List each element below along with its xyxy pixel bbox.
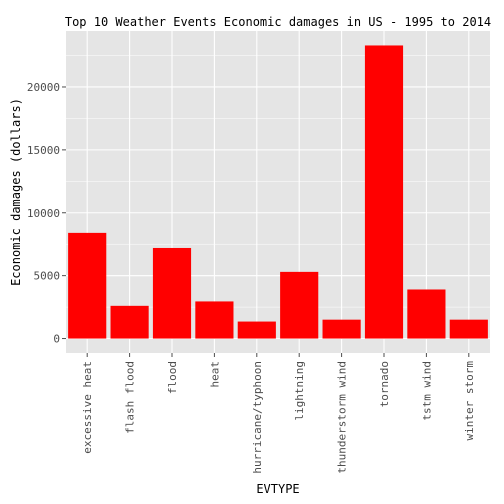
x-tick-label: lightning [293,361,306,421]
x-tick-label: tstm wind [420,361,433,421]
bars [68,45,488,339]
bar [195,301,234,339]
bar [322,319,361,339]
y-tick-label: 15000 [27,144,60,157]
y-tick-label: 10000 [27,207,60,220]
x-tick-label: hurricane/typhoon [251,361,264,474]
bar [152,247,192,339]
y-axis: 0 5000 10000 15000 20000 [27,81,66,346]
x-axis: excessive heat flash flood flood heat hurric… [81,353,476,474]
x-tick-label: excessive heat [81,361,94,454]
bar [449,319,488,339]
bar [110,305,149,339]
bar [68,232,107,339]
bar [407,289,446,339]
bar [280,271,319,339]
x-tick-label: heat [208,361,221,388]
y-axis-title: Economic damages (dollars) [9,98,23,286]
x-tick-label: tornado [378,361,391,407]
chart-title: Top 10 Weather Events Economic damages i… [65,15,491,29]
y-tick-label: 5000 [34,270,61,283]
y-tick-label: 0 [53,333,60,346]
x-tick-label: winter storm [463,361,476,441]
x-axis-title: EVTYPE [256,482,299,496]
bar [237,321,276,339]
bar [364,45,404,339]
x-tick-label: flash flood [124,361,137,434]
x-tick-label: thunderstorm wind [336,361,349,474]
y-tick-label: 20000 [27,81,60,94]
x-tick-label: flood [166,361,179,394]
